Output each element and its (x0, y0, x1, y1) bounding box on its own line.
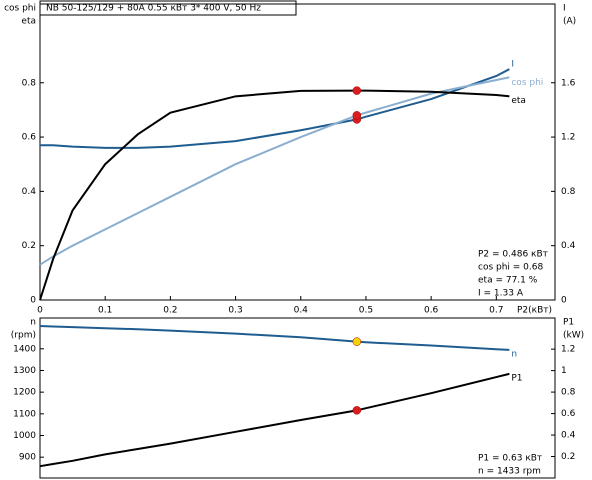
y2-tick-label: 0.4 (561, 431, 576, 441)
series-line (39, 76, 510, 266)
series-label: n (511, 349, 517, 359)
y2-axis-label: I (563, 4, 566, 14)
y2-tick-label: 0.6 (561, 409, 576, 419)
series-label: cos phi (511, 78, 543, 88)
x-tick-label: 0.7 (489, 306, 503, 316)
series-line (39, 372, 510, 468)
x-tick-label: 0.3 (228, 306, 242, 316)
info-line: I = 1.33 A (478, 289, 524, 299)
series-label: P1 (511, 373, 522, 383)
series-line (40, 68, 510, 149)
series-line (39, 89, 510, 301)
y-axis-label: cos phi (4, 4, 36, 14)
y2-tick-label: 1 (561, 366, 567, 376)
y-tick-label: 1100 (13, 409, 36, 419)
y2-tick-label: 0.4 (561, 241, 576, 251)
x-axis-label: P2(кВт) (517, 306, 552, 316)
y2-tick-label: 1.2 (561, 345, 575, 355)
y-tick-label: 0.2 (22, 241, 36, 251)
operating-point (352, 337, 362, 346)
y2-tick-label: 1.2 (561, 133, 575, 143)
y-tick-label: 1000 (13, 431, 36, 441)
plot-frame (39, 317, 556, 479)
info-line: n = 1433 rpm (478, 467, 541, 477)
y-tick-label: 1200 (13, 388, 36, 398)
operating-point (352, 406, 362, 415)
x-tick-label: 0.1 (98, 306, 112, 316)
y2-tick-label: 0.8 (561, 388, 576, 398)
x-tick-label: 0.6 (424, 306, 439, 316)
y-tick-label: 1300 (13, 366, 36, 376)
info-line: P2 = 0.486 кВт (478, 250, 548, 260)
x-tick-label: 0 (37, 306, 43, 316)
y-axis-label: (rpm) (11, 331, 36, 341)
y2-axis-label: (A) (563, 17, 576, 27)
y-tick-label: 1400 (13, 344, 36, 354)
x-tick-label: 0.4 (294, 306, 309, 316)
y-tick-label: 0.4 (22, 187, 37, 197)
y-tick-label: 900 (19, 453, 36, 463)
y-tick-label: 0.6 (22, 133, 37, 143)
y2-axis-label: P1 (563, 318, 574, 328)
y-axis-label: n (30, 318, 36, 328)
y-tick-label: 0.8 (22, 78, 37, 88)
info-line: P1 = 0.63 кВт (478, 454, 542, 464)
operating-point (352, 111, 362, 120)
x-tick-label: 0.2 (163, 306, 177, 316)
y2-axis-label: (kW) (563, 331, 584, 341)
y2-tick-label: 0 (561, 296, 567, 306)
y2-tick-label: 1.6 (561, 78, 576, 88)
info-line: eta = 77.1 % (478, 276, 538, 286)
y-tick-label: 0 (30, 296, 36, 306)
x-tick-label: 0.5 (359, 306, 373, 316)
y-axis-label: eta (21, 17, 36, 27)
series-label: eta (511, 96, 526, 106)
series-line (39, 325, 510, 351)
y2-tick-label: 0.2 (561, 452, 575, 462)
operating-point (352, 86, 362, 95)
y2-tick-label: 0.8 (561, 187, 576, 197)
header: NB 50-125/129 + 80A 0.55 кВт 3* 400 V, 5… (46, 4, 261, 14)
info-line: cos phi = 0.68 (478, 263, 543, 273)
series-label: I (511, 60, 514, 70)
plot-frame (39, 3, 556, 301)
